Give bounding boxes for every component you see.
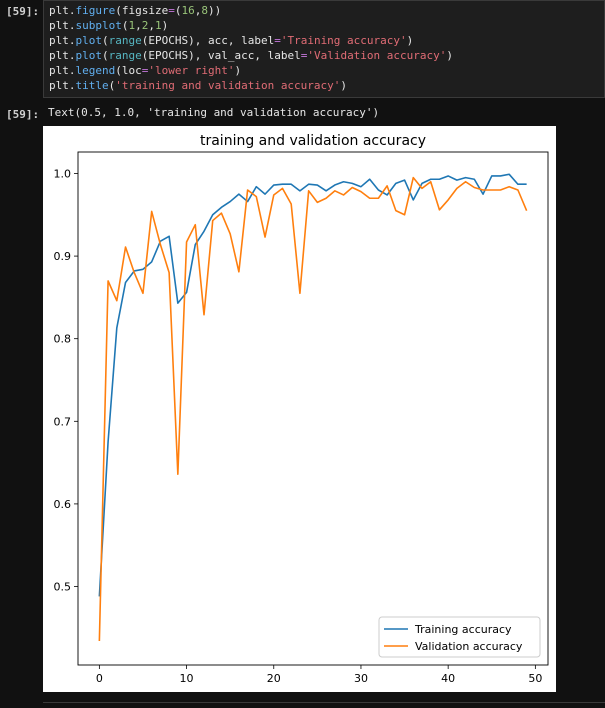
y-tick-label: 0.5 bbox=[54, 581, 72, 594]
code-token: (figsize bbox=[115, 4, 169, 17]
code-token: 16 bbox=[181, 4, 195, 17]
x-tick-label: 50 bbox=[528, 672, 542, 685]
code-token: 1 bbox=[128, 19, 136, 32]
y-tick-label: 1.0 bbox=[54, 167, 72, 180]
code-token: title bbox=[75, 79, 109, 92]
x-tick-label: 40 bbox=[441, 672, 455, 685]
output-prompt: [59]: bbox=[6, 108, 40, 121]
code-line: plt.plot(range(EPOCHS), acc, label='Trai… bbox=[49, 33, 413, 48]
legend-validation-label: Validation accuracy bbox=[415, 640, 523, 653]
y-tick-label: 0.8 bbox=[54, 333, 72, 346]
code-token: ( bbox=[102, 49, 109, 62]
code-token: 'Validation accuracy' bbox=[307, 49, 447, 62]
code-token: plt bbox=[49, 64, 69, 77]
code-token: figure bbox=[75, 4, 116, 17]
code-token: plt bbox=[49, 19, 69, 32]
code-token: plt bbox=[49, 34, 69, 47]
code-token: . bbox=[68, 49, 76, 62]
code-token: = bbox=[168, 4, 175, 17]
code-token: plot bbox=[75, 49, 103, 62]
x-tick-label: 30 bbox=[354, 672, 368, 685]
code-line: plt.figure(figsize=(16,8)) bbox=[49, 3, 221, 18]
code-token: range bbox=[108, 49, 142, 62]
y-tick-label: 0.7 bbox=[54, 415, 72, 428]
code-token: , bbox=[135, 19, 142, 32]
code-token: 8 bbox=[201, 4, 208, 17]
output-text: Text(0.5, 1.0, 'training and validation … bbox=[48, 106, 380, 119]
validation-accuracy-line bbox=[98, 176, 528, 642]
code-token: ) bbox=[340, 79, 348, 92]
legend-box bbox=[378, 616, 541, 658]
next-cell-border bbox=[43, 702, 605, 708]
code-token: 'lower right' bbox=[148, 64, 235, 77]
code-token: ( bbox=[108, 79, 116, 92]
code-token: ( bbox=[121, 19, 129, 32]
code-token: )) bbox=[207, 4, 222, 17]
code-token: . bbox=[68, 64, 76, 77]
code-token: ) bbox=[234, 64, 242, 77]
x-tick-label: 10 bbox=[180, 672, 194, 685]
legend-training-label: Training accuracy bbox=[414, 623, 512, 636]
code-token: ) bbox=[406, 34, 414, 47]
code-token: . bbox=[68, 34, 76, 47]
code-token: = bbox=[141, 64, 149, 77]
code-token: ( bbox=[102, 34, 109, 47]
code-token: (loc bbox=[115, 64, 142, 77]
code-token: ( bbox=[174, 4, 182, 17]
code-token: . bbox=[68, 19, 76, 32]
code-token: 2 bbox=[141, 19, 149, 32]
code-token: (EPOCHS), acc, label bbox=[141, 34, 275, 47]
training-accuracy-line bbox=[98, 173, 527, 597]
code-token: ) bbox=[161, 19, 169, 32]
code-token: 'training and validation accuracy' bbox=[115, 79, 341, 92]
code-token: 1 bbox=[154, 19, 162, 32]
code-token: 'Training accuracy' bbox=[280, 34, 407, 47]
code-token: (EPOCHS), val_acc, label bbox=[141, 49, 301, 62]
code-token: . bbox=[68, 79, 76, 92]
code-token: = bbox=[274, 34, 281, 47]
y-tick-label: 0.9 bbox=[54, 250, 72, 263]
x-tick-label: 20 bbox=[267, 672, 281, 685]
y-tick-label: 0.6 bbox=[54, 498, 72, 511]
code-token: subplot bbox=[75, 19, 122, 32]
code-cell[interactable]: plt.figure(figsize=(16,8)) plt.subplot(1,… bbox=[43, 0, 605, 98]
code-token: plot bbox=[75, 34, 103, 47]
code-token: ) bbox=[446, 49, 454, 62]
input-prompt: [59]: bbox=[6, 5, 40, 18]
code-line: plt.subplot(1,2,1) bbox=[49, 18, 168, 33]
code-line: plt.title('training and validation accur… bbox=[49, 78, 347, 93]
chart-title: training and validation accuracy bbox=[200, 133, 426, 149]
code-token: range bbox=[108, 34, 142, 47]
code-token: plt bbox=[49, 79, 69, 92]
code-token: . bbox=[68, 4, 76, 17]
code-token: plt bbox=[49, 4, 69, 17]
x-tick-label: 0 bbox=[96, 672, 103, 685]
code-token: legend bbox=[75, 64, 116, 77]
code-token: = bbox=[300, 49, 308, 62]
chart-figure: training and validation accuracy 0 10 20 30 4… bbox=[43, 126, 556, 692]
plot-area-frame bbox=[77, 151, 549, 666]
code-token: plt bbox=[49, 49, 69, 62]
code-token: , bbox=[148, 19, 155, 32]
code-line: plt.legend(loc='lower right') bbox=[49, 63, 241, 78]
code-token: , bbox=[194, 4, 202, 17]
accuracy-chart: training and validation accuracy 0 10 20 30 4… bbox=[54, 133, 549, 685]
code-line: plt.plot(range(EPOCHS), val_acc, label='… bbox=[49, 48, 453, 63]
